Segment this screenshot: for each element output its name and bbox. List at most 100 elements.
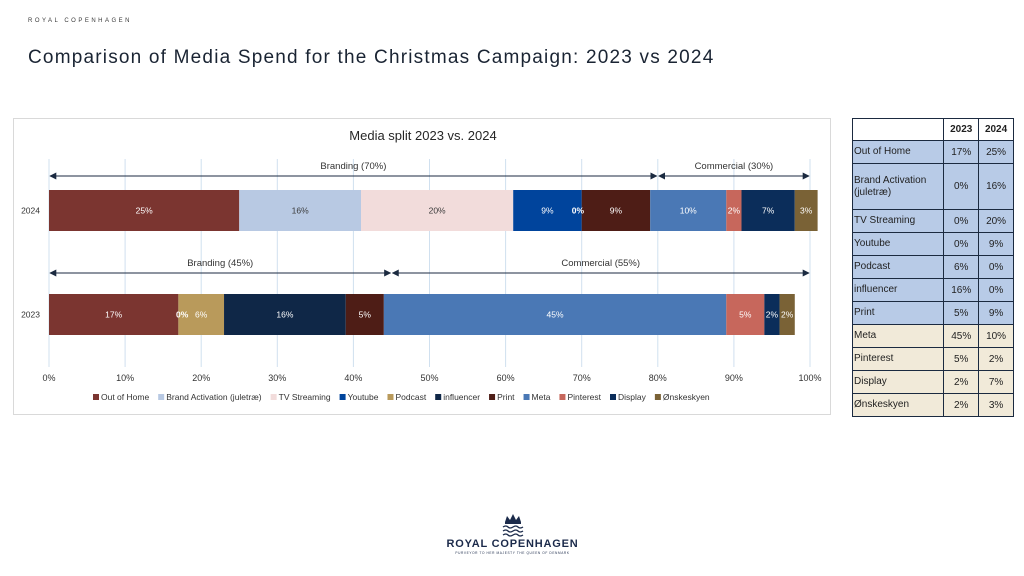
row-value-2024: 10% [978,324,1014,348]
table-header-blank [851,118,945,141]
chart-title: Media split 2023 vs. 2024 [349,128,496,143]
legend-swatch [610,394,616,400]
row-value-2024: 7% [978,370,1014,394]
row-label: Brand Activation (juletræ) [851,163,945,210]
table-row: TV Streaming 0% 20% [851,209,1014,233]
row-value-2023: 5% [943,347,980,371]
x-tick-label: 0% [42,373,55,383]
legend-swatch [339,394,346,400]
bar-segment [779,294,795,335]
data-label-zero: 0% [572,206,585,216]
row-value-2024: 0% [978,278,1014,302]
legend-label: Youtube [348,392,379,402]
legend-swatch [654,394,661,400]
row-label: Ønskeskyen [851,393,945,417]
bar-segment [726,294,765,335]
royal-copenhagen-logo: ROYAL COPENHAGEN PURVEYOR TO HER MAJESTY… [440,513,585,565]
row-value-2024: 20% [978,209,1014,233]
y-tick-label: 2024 [21,206,40,216]
legend-label: Print [497,392,515,402]
bar-segment [239,190,362,231]
bar-segment [513,190,582,231]
y-tick-label: 2023 [21,310,40,320]
data-label: 2% [766,310,779,320]
data-label: 9% [610,206,623,216]
bar-segment [361,190,514,231]
logo-wordmark: ROYAL COPENHAGEN [446,538,579,550]
row-label: Print [851,301,945,325]
crown-waves-icon [502,514,523,537]
data-label: 5% [359,310,372,320]
data-label: 2% [728,206,741,216]
legend-swatch [523,394,530,400]
row-value-2023: 2% [943,370,980,394]
row-value-2023: 6% [943,255,980,279]
row-value-2023: 5% [943,301,980,325]
row-label: Pinterest [851,347,945,371]
legend-swatch [387,394,394,400]
data-label: 7% [762,206,775,216]
bar-segment [49,190,240,231]
data-label-zero: 0% [176,310,189,320]
table-row: Youtube 0% 9% [851,232,1014,256]
legend-label: Out of Home [101,392,149,402]
legend-swatch [270,394,277,400]
legend-swatch [435,394,442,400]
x-tick-label: 70% [573,373,591,383]
x-tick-label: 10% [116,373,134,383]
row-label: Podcast [851,255,945,279]
row-label: TV Streaming [851,209,945,233]
bar-segment [49,294,179,335]
bar-segment [345,294,384,335]
data-label: 6% [195,310,208,320]
legend-label: Display [618,392,647,402]
annotation-label: Commercial (55%) [561,258,640,269]
x-tick-label: 60% [497,373,515,383]
bar-segment [764,294,780,335]
data-label: 45% [547,310,564,320]
row-label: Meta [851,324,945,348]
row-value-2024: 0% [978,255,1014,279]
bar-segment [178,294,225,335]
legend-label: TV Streaming [279,392,331,402]
data-label: 10% [680,206,697,216]
data-label: 2% [781,310,794,320]
row-label: Out of Home [851,140,945,164]
legend-label: influencer [443,392,480,402]
row-value-2023: 17% [943,140,980,164]
legend-swatch [93,394,99,400]
table-row: Pinterest 5% 2% [851,347,1014,371]
bar-segment [224,294,346,335]
media-spend-table: 2023 2024 Out of Home 17% 25% Brand Acti… [851,118,1014,417]
bar-segment [741,190,795,231]
data-label: 16% [292,206,309,216]
data-label: 16% [276,310,293,320]
legend-label: Pinterest [567,392,601,402]
bar-segment [581,190,651,231]
bar-segment [794,190,818,231]
chart-canvas: Media split 2023 vs. 2024 0% 10% 20% 30% 40% 5… [21,128,821,402]
table-header-2023: 2023 [943,118,980,141]
bar-segment [726,190,742,231]
row-value-2023: 2% [943,393,980,417]
legend-label: Podcast [395,392,426,402]
x-tick-label: 30% [268,373,286,383]
x-tick-label: 40% [344,373,362,383]
annotation-label: Branding (70%) [320,161,386,172]
table-row: Out of Home 17% 25% [851,140,1014,164]
logo-tagline: PURVEYOR TO HER MAJESTY THE QUEEN OF DEN… [455,551,570,555]
legend-label: Ønskeskyen [663,392,710,402]
row-value-2023: 0% [943,232,980,256]
row-value-2024: 2% [978,347,1014,371]
page-title: Comparison of Media Spend for the Christ… [28,47,715,68]
data-label: 17% [105,310,122,320]
data-label: 20% [429,206,446,216]
x-tick-label: 90% [725,373,743,383]
brand-wordmark: ROYAL COPENHAGEN [28,18,133,24]
row-value-2023: 16% [943,278,980,302]
table-header-2024: 2024 [978,118,1014,141]
bar-segment [650,190,727,231]
table-row: Display 2% 7% [851,370,1014,394]
media-split-chart: Media split 2023 vs. 2024 0% 10% 20% 30% 40% 5… [13,118,831,415]
data-label: 9% [541,206,554,216]
